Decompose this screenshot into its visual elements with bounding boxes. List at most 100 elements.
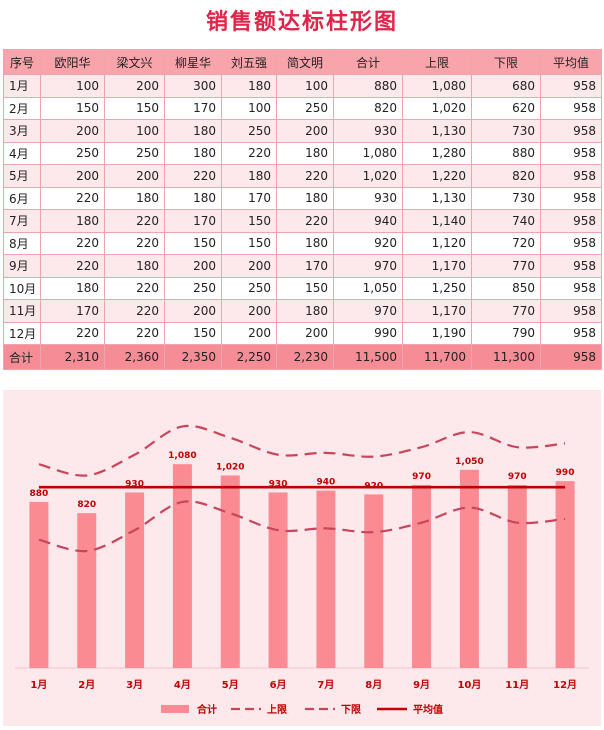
table-cell: 220 bbox=[276, 209, 334, 233]
column-header: 刘五强 bbox=[221, 49, 277, 75]
x-tick-label: 7月 bbox=[317, 679, 334, 691]
bar-3月 bbox=[125, 492, 145, 668]
table-cell: 958 bbox=[540, 299, 602, 323]
table-cell: 180 bbox=[276, 141, 334, 165]
table-cell: 958 bbox=[540, 141, 602, 165]
table-row: 9月 220 180 200 200 170 970 1,170 770 958 bbox=[3, 254, 602, 278]
table-cell: 220 bbox=[104, 321, 165, 345]
row-label: 3月 bbox=[3, 119, 41, 143]
table-cell: 180 bbox=[221, 74, 277, 98]
chart-panel: 880 820 930 1,080 1,020 930 940 920 970 1,050 970 9… bbox=[3, 390, 601, 726]
sales-chart: 880 820 930 1,080 1,020 930 940 920 970 1,050 970 9… bbox=[15, 424, 589, 716]
table-cell: 170 bbox=[164, 209, 222, 233]
table-cell: 250 bbox=[221, 276, 277, 300]
table-cell: 200 bbox=[221, 254, 277, 278]
table-cell: 180 bbox=[104, 254, 165, 278]
data-label: 940 bbox=[317, 478, 336, 488]
table-row: 5月 200 200 220 180 220 1,020 1,220 820 958 bbox=[3, 164, 602, 188]
table-cell: 170 bbox=[40, 299, 105, 323]
table-cell: 220 bbox=[40, 254, 105, 278]
sales-table: 序号 欧阳华 梁文兴 柳星华 刘五强 简文明 合计 上限 下限 平均值 1月 100 200 300 18… bbox=[3, 49, 602, 370]
table-cell: 220 bbox=[221, 141, 277, 165]
x-tick-label: 10月 bbox=[457, 679, 481, 691]
table-cell: 200 bbox=[276, 119, 334, 143]
table-cell: 1,140 bbox=[402, 209, 472, 233]
table-cell: 150 bbox=[221, 209, 277, 233]
table-cell: 1,080 bbox=[402, 74, 472, 98]
table-cell: 1,120 bbox=[402, 231, 472, 255]
table-cell: 620 bbox=[471, 96, 541, 120]
table-cell: 200 bbox=[276, 321, 334, 345]
table-cell: 680 bbox=[471, 74, 541, 98]
table-cell: 170 bbox=[276, 254, 334, 278]
table-cell: 820 bbox=[333, 96, 403, 120]
total-cell: 958 bbox=[540, 344, 602, 370]
row-label: 5月 bbox=[3, 164, 41, 188]
table-cell: 1,190 bbox=[402, 321, 472, 345]
table-cell: 920 bbox=[333, 231, 403, 255]
table-cell: 200 bbox=[164, 254, 222, 278]
table-row: 12月 220 220 150 200 200 990 1,190 790 958 bbox=[3, 321, 602, 345]
table-cell: 850 bbox=[471, 276, 541, 300]
table-cell: 990 bbox=[333, 321, 403, 345]
table-row: 3月 200 100 180 250 200 930 1,130 730 958 bbox=[3, 119, 602, 143]
table-cell: 940 bbox=[333, 209, 403, 233]
data-label: 930 bbox=[125, 479, 144, 489]
table-cell: 100 bbox=[104, 119, 165, 143]
table-cell: 220 bbox=[164, 164, 222, 188]
table-cell: 180 bbox=[40, 209, 105, 233]
data-label: 990 bbox=[556, 468, 575, 478]
total-cell: 2,310 bbox=[40, 344, 105, 370]
table-cell: 958 bbox=[540, 164, 602, 188]
bar-7月 bbox=[316, 490, 336, 668]
data-label: 970 bbox=[508, 472, 527, 482]
column-header: 平均值 bbox=[540, 49, 602, 75]
table-cell: 220 bbox=[104, 209, 165, 233]
table-cell: 958 bbox=[540, 119, 602, 143]
table-cell: 220 bbox=[104, 299, 165, 323]
legend-swatch-bar bbox=[161, 705, 189, 713]
table-cell: 930 bbox=[333, 186, 403, 210]
table-cell: 720 bbox=[471, 231, 541, 255]
table-header-row: 序号 欧阳华 梁文兴 柳星华 刘五强 简文明 合计 上限 下限 平均值 bbox=[3, 49, 602, 75]
x-tick-label: 2月 bbox=[78, 679, 95, 691]
table-cell: 220 bbox=[276, 164, 334, 188]
column-header: 欧阳华 bbox=[40, 49, 105, 75]
column-header: 合计 bbox=[333, 49, 403, 75]
table-cell: 1,220 bbox=[402, 164, 472, 188]
page-title: 销售额达标柱形图 bbox=[205, 10, 398, 35]
table-cell: 958 bbox=[540, 209, 602, 233]
table-cell: 180 bbox=[221, 164, 277, 188]
bar-1月 bbox=[29, 501, 49, 668]
table-cell: 958 bbox=[540, 276, 602, 300]
table-row: 4月 250 250 180 220 180 1,080 1,280 880 958 bbox=[3, 141, 602, 165]
table-cell: 958 bbox=[540, 186, 602, 210]
row-label: 1月 bbox=[3, 74, 41, 98]
table-cell: 220 bbox=[104, 231, 165, 255]
table-cell: 200 bbox=[104, 74, 165, 98]
x-tick-label: 9月 bbox=[413, 679, 430, 691]
table-cell: 100 bbox=[40, 74, 105, 98]
table-cell: 200 bbox=[164, 299, 222, 323]
total-cell: 11,700 bbox=[402, 344, 472, 370]
table-cell: 180 bbox=[276, 231, 334, 255]
table-cell: 958 bbox=[540, 254, 602, 278]
table-cell: 1,130 bbox=[402, 186, 472, 210]
table-cell: 1,050 bbox=[333, 276, 403, 300]
lower-limit-line bbox=[38, 500, 566, 553]
table-cell: 880 bbox=[471, 141, 541, 165]
table-row: 1月 100 200 300 180 100 880 1,080 680 958 bbox=[3, 74, 602, 98]
column-header: 梁文兴 bbox=[104, 49, 165, 75]
table-cell: 150 bbox=[40, 96, 105, 120]
table-cell: 880 bbox=[333, 74, 403, 98]
total-cell: 2,360 bbox=[104, 344, 165, 370]
table-total-row: 合计 2,310 2,360 2,350 2,250 2,230 11,500 11,700 1… bbox=[3, 344, 602, 370]
bar-12月 bbox=[555, 481, 575, 668]
table-cell: 790 bbox=[471, 321, 541, 345]
table-cell: 100 bbox=[276, 74, 334, 98]
total-cell: 2,350 bbox=[164, 344, 222, 370]
x-tick-label: 12月 bbox=[553, 679, 577, 691]
table-cell: 770 bbox=[471, 254, 541, 278]
row-label: 2月 bbox=[3, 96, 41, 120]
table-cell: 1,080 bbox=[333, 141, 403, 165]
